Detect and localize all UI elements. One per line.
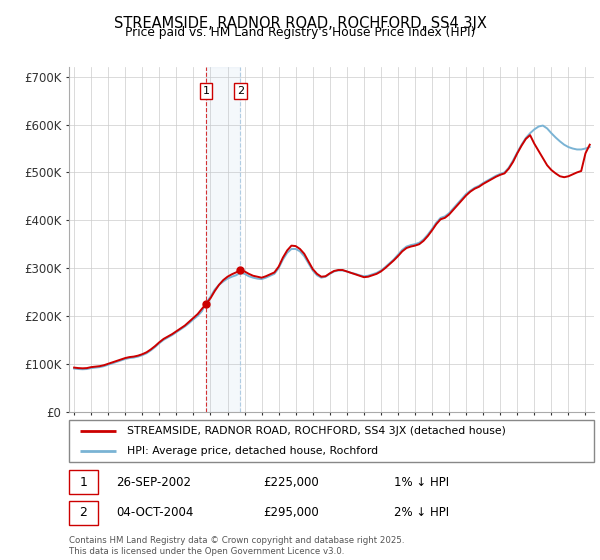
Text: Contains HM Land Registry data © Crown copyright and database right 2025.
This d: Contains HM Land Registry data © Crown c… (69, 536, 404, 556)
Text: Price paid vs. HM Land Registry's House Price Index (HPI): Price paid vs. HM Land Registry's House … (125, 26, 475, 39)
Text: 2: 2 (79, 506, 88, 520)
Text: 1% ↓ HPI: 1% ↓ HPI (395, 475, 449, 489)
Text: £295,000: £295,000 (263, 506, 319, 520)
Text: 2: 2 (237, 86, 244, 96)
Text: 1: 1 (79, 475, 88, 489)
Text: 2% ↓ HPI: 2% ↓ HPI (395, 506, 449, 520)
Bar (206, 67, 241, 412)
Bar (69, 470, 98, 494)
Text: STREAMSIDE, RADNOR ROAD, ROCHFORD, SS4 3JX (detached house): STREAMSIDE, RADNOR ROAD, ROCHFORD, SS4 3… (127, 426, 506, 436)
Text: 26-SEP-2002: 26-SEP-2002 (116, 475, 191, 489)
Text: 1: 1 (203, 86, 210, 96)
Text: HPI: Average price, detached house, Rochford: HPI: Average price, detached house, Roch… (127, 446, 378, 456)
Text: STREAMSIDE, RADNOR ROAD, ROCHFORD, SS4 3JX: STREAMSIDE, RADNOR ROAD, ROCHFORD, SS4 3… (113, 16, 487, 31)
Text: £225,000: £225,000 (263, 475, 319, 489)
Text: 04-OCT-2004: 04-OCT-2004 (116, 506, 194, 520)
Bar (69, 501, 98, 525)
